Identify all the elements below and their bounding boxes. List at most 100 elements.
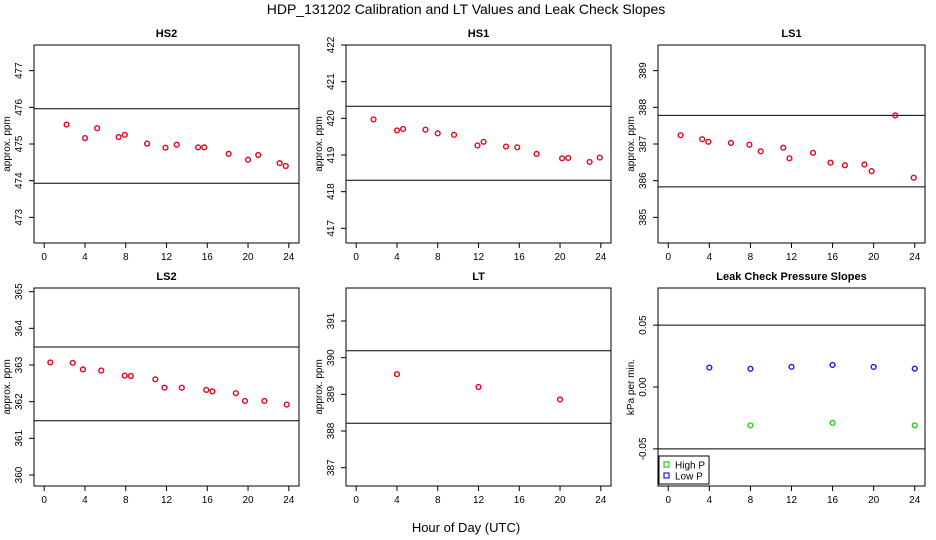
x-axis-label: Hour of Day (UTC) xyxy=(412,520,520,535)
data-point xyxy=(225,150,232,158)
legend-label: Low P xyxy=(675,472,703,483)
data-point xyxy=(209,388,216,395)
x-tick-label: 4 xyxy=(707,252,713,263)
x-tick-label: 24 xyxy=(595,495,607,506)
y-tick-label: 421 xyxy=(326,73,337,90)
data-point xyxy=(746,141,753,148)
plot-frame xyxy=(33,44,300,244)
x-tick-label: 24 xyxy=(909,252,921,263)
x-tick-label: 0 xyxy=(665,495,671,506)
data-point xyxy=(809,149,817,156)
x-tick-label: 8 xyxy=(435,495,441,506)
data-point xyxy=(892,112,899,119)
data-point xyxy=(162,144,169,151)
chart-panel: LS1 0 4 8 12 16 20 24 385 386 387 388 389 approx. ppm xyxy=(626,28,926,263)
x-tick-label: 12 xyxy=(161,495,173,506)
x-tick-label: 20 xyxy=(242,495,254,506)
data-point xyxy=(121,372,128,379)
x-tick-label: 16 xyxy=(827,495,839,506)
x-tick-label: 16 xyxy=(514,495,526,506)
y-axis-label: kPa per min. xyxy=(626,359,637,415)
x-tick-label: 4 xyxy=(707,495,713,506)
data-point xyxy=(786,155,793,162)
data-point xyxy=(450,131,458,138)
data-point xyxy=(829,361,836,369)
data-point xyxy=(255,151,262,159)
data-point xyxy=(94,125,101,132)
data-point xyxy=(586,158,593,166)
y-tick-label: 386 xyxy=(638,172,649,189)
data-point xyxy=(475,383,482,391)
x-tick-label: 0 xyxy=(665,252,671,263)
data-point xyxy=(677,132,684,139)
data-point xyxy=(868,168,875,175)
data-point xyxy=(127,372,134,380)
data-point xyxy=(699,136,706,143)
y-tick-label: 418 xyxy=(326,183,337,200)
data-point xyxy=(558,155,566,162)
y-tick-label: -0.05 xyxy=(638,437,649,460)
x-tick-label: 4 xyxy=(82,252,88,263)
y-axis-label: approx. ppm xyxy=(626,116,637,172)
y-tick-label: 475 xyxy=(14,135,25,152)
data-point xyxy=(173,141,180,148)
data-point xyxy=(232,390,239,397)
x-tick-label: 24 xyxy=(595,252,607,263)
y-tick-label: 473 xyxy=(14,209,25,226)
data-point xyxy=(98,367,105,374)
data-point xyxy=(79,366,87,373)
x-tick-label: 24 xyxy=(283,252,295,263)
data-point xyxy=(780,144,787,151)
y-axis-label: approx. ppm xyxy=(314,116,325,172)
x-tick-label: 8 xyxy=(748,252,754,263)
y-tick-label: 422 xyxy=(326,36,337,53)
y-tick-label: 365 xyxy=(14,283,25,300)
y-tick-label: 476 xyxy=(14,99,25,116)
y-tick-label: 420 xyxy=(326,110,337,127)
y-tick-label: 388 xyxy=(638,99,649,116)
y-tick-label: 385 xyxy=(638,209,649,226)
data-point xyxy=(788,363,795,370)
data-point xyxy=(870,363,877,371)
y-axis-label: approx. ppm xyxy=(314,359,325,415)
panel-title: LS2 xyxy=(156,271,176,283)
y-tick-label: 389 xyxy=(326,386,337,403)
data-point xyxy=(474,142,481,149)
data-point xyxy=(565,154,572,162)
data-point xyxy=(422,126,429,133)
x-tick-label: 0 xyxy=(353,495,359,506)
panel-title: LT xyxy=(472,271,485,283)
data-point xyxy=(115,133,122,141)
x-tick-label: 4 xyxy=(394,252,400,263)
data-point xyxy=(910,174,917,181)
y-tick-label: 0.05 xyxy=(638,315,649,335)
panel-title: HS2 xyxy=(156,28,177,40)
legend-box xyxy=(658,455,710,485)
x-tick-label: 20 xyxy=(868,252,880,263)
x-tick-label: 20 xyxy=(554,495,566,506)
data-point xyxy=(69,359,76,366)
panel-title: Leak Check Pressure Slopes xyxy=(716,271,866,283)
data-point xyxy=(706,364,713,371)
data-point xyxy=(178,384,185,391)
data-point xyxy=(533,150,540,158)
panels: HS2 0 4 8 12 16 20 24 473 474 475 476 477 approx. ppm… xyxy=(2,28,926,506)
panel-title: HS1 xyxy=(468,28,489,40)
data-point xyxy=(152,376,159,383)
data-point xyxy=(244,156,252,163)
data-point xyxy=(705,138,712,145)
x-tick-label: 8 xyxy=(123,252,129,263)
data-point xyxy=(827,159,834,166)
data-point xyxy=(201,144,208,151)
data-point xyxy=(434,130,441,137)
data-point xyxy=(121,131,128,138)
y-tick-label: 477 xyxy=(14,62,25,79)
data-point xyxy=(727,139,735,147)
data-point xyxy=(596,154,603,161)
y-tick-label: 360 xyxy=(14,466,25,483)
plot-frame xyxy=(657,44,926,244)
x-tick-label: 20 xyxy=(242,252,254,263)
x-tick-label: 16 xyxy=(514,252,526,263)
data-point xyxy=(911,422,918,429)
x-tick-label: 12 xyxy=(786,495,798,506)
